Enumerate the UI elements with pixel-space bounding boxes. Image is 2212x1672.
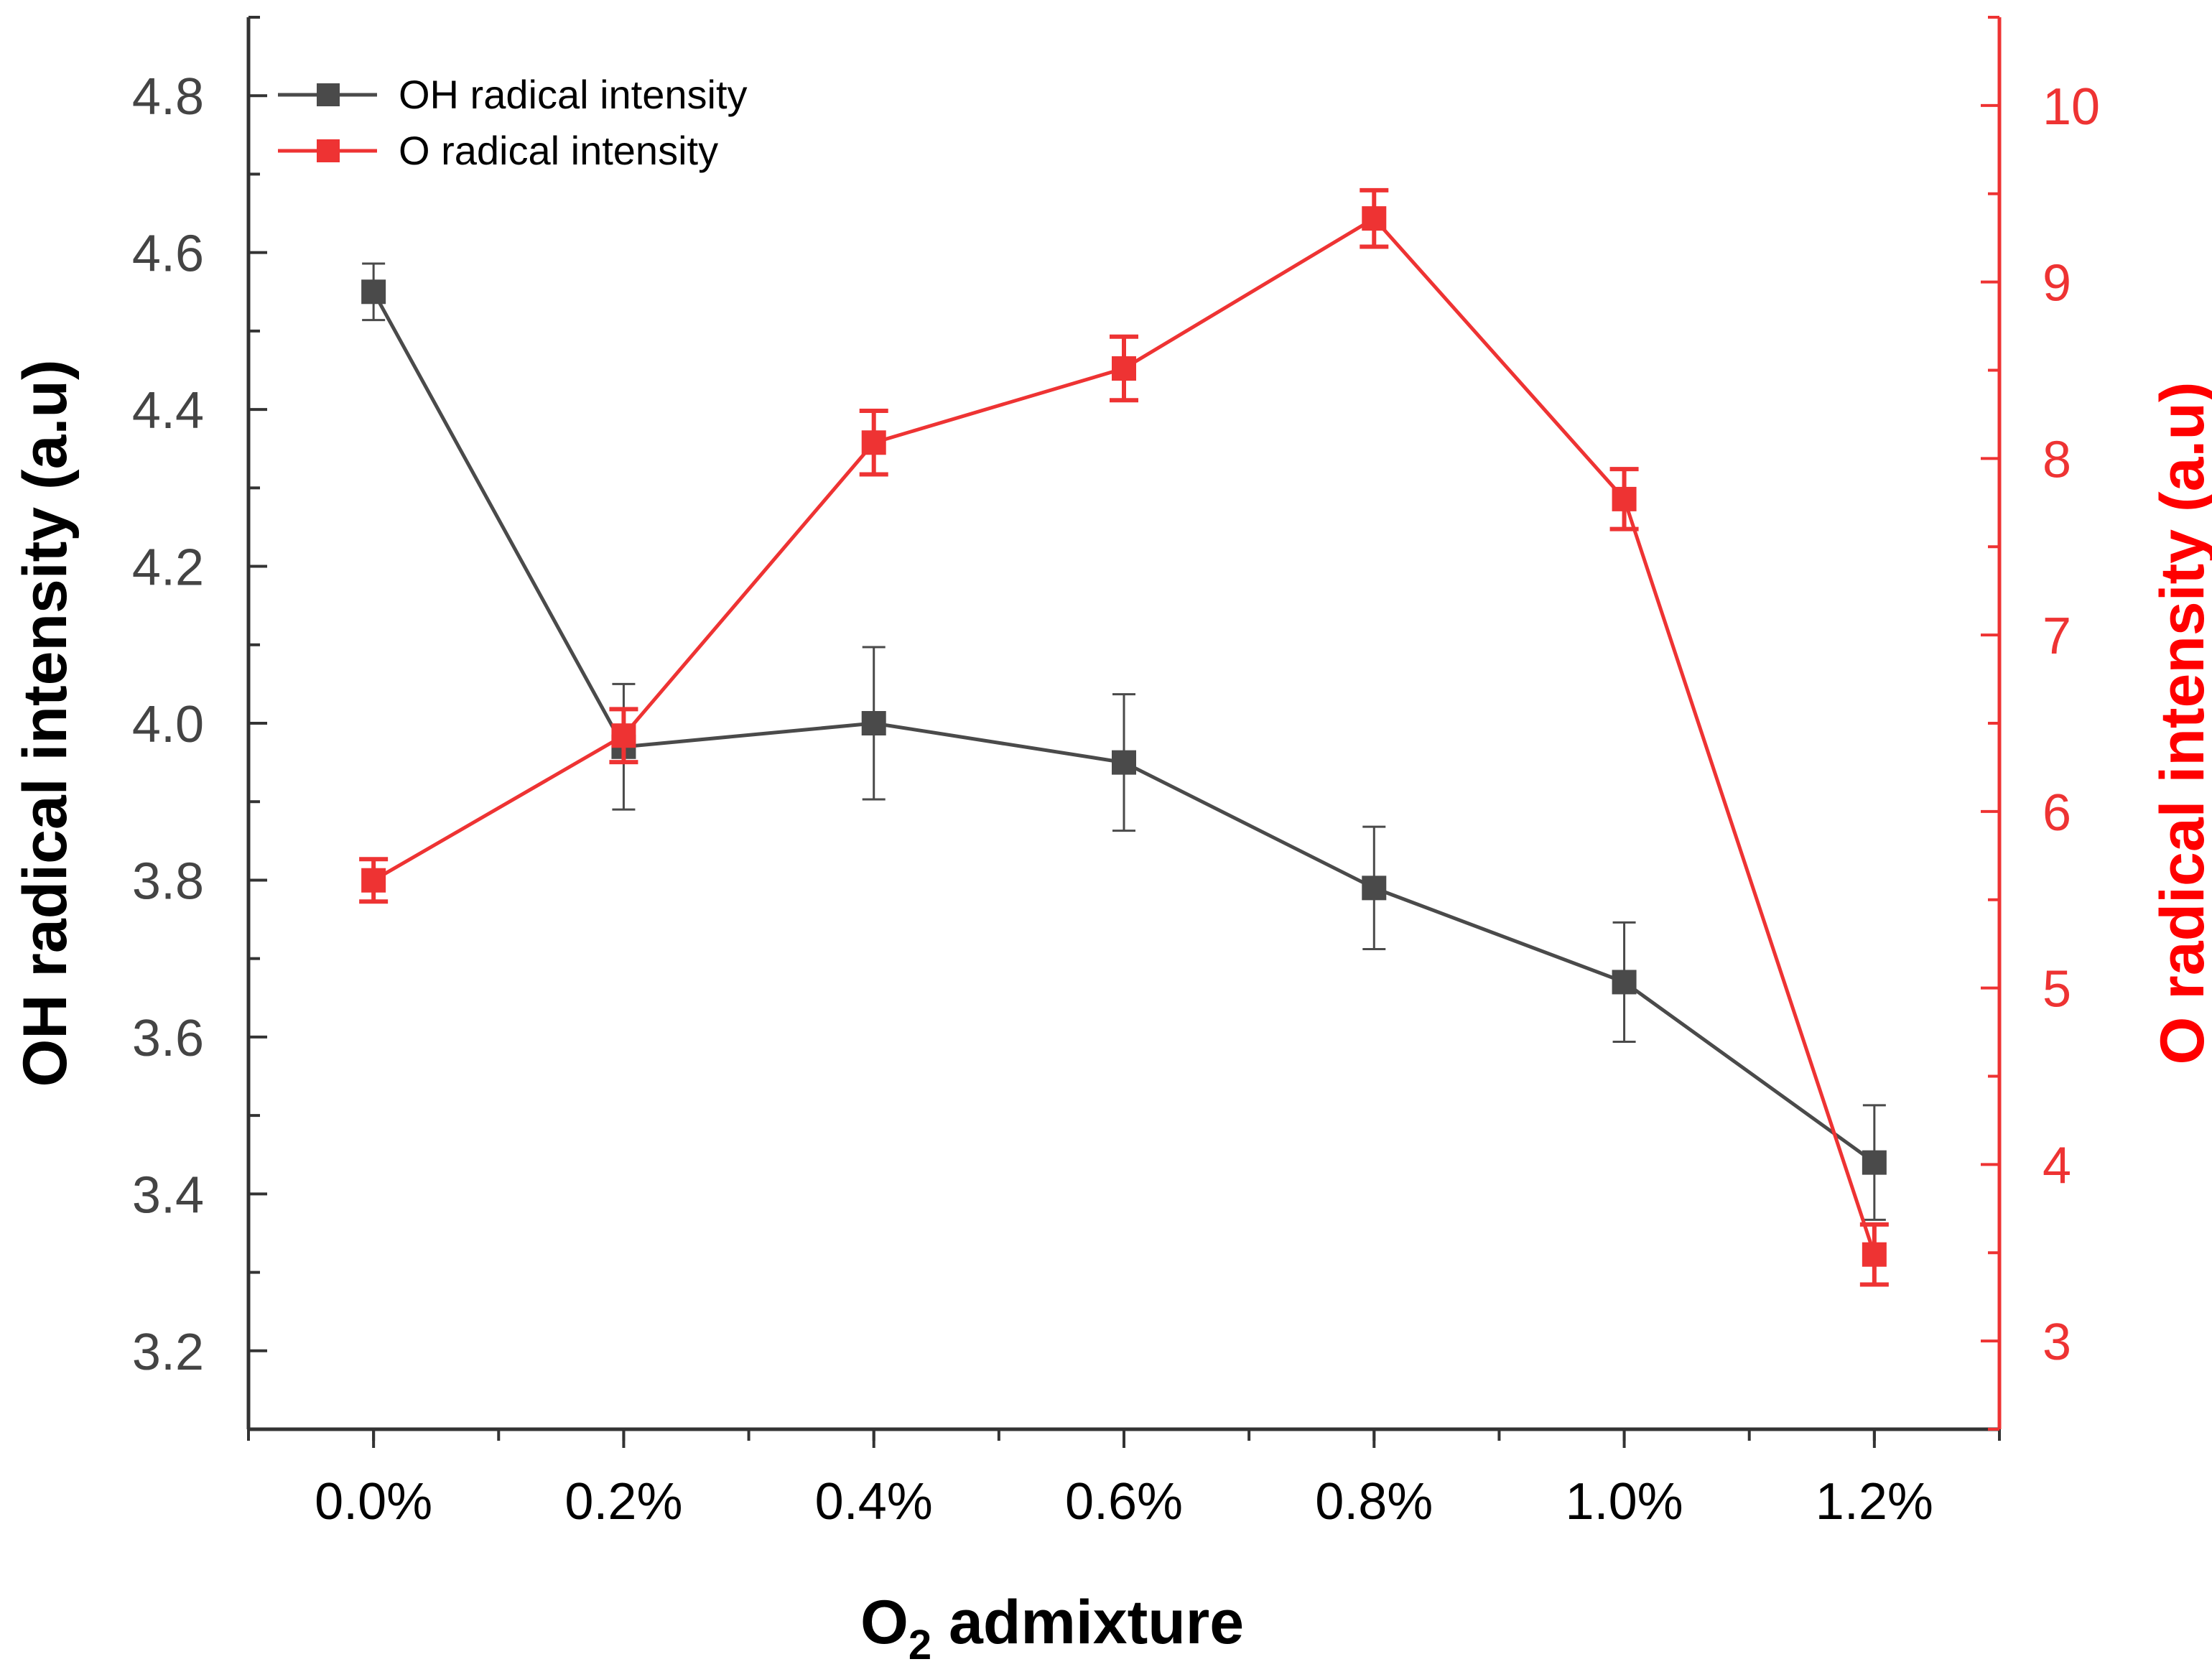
- x-axis: 0.0% 0.2% 0.4% 0.6% 0.8% 1.0% 1.2%: [247, 1427, 2001, 1531]
- x-tick-label: 1.2%: [1816, 1473, 1933, 1531]
- data-point-o: [1862, 1242, 1887, 1267]
- right-y-tick-label: 8: [2043, 431, 2071, 488]
- x-tick-label: 0.6%: [1065, 1473, 1183, 1531]
- x-tick-label: 0.4%: [815, 1473, 933, 1531]
- left-y-axis: 3.2 3.4 3.6 3.8 4.0 4.2 4.4 4.6 4.8: [132, 16, 267, 1431]
- legend-label-oh: OH radical intensity: [399, 72, 748, 117]
- x-axis-title-main: O: [860, 1588, 908, 1657]
- x-axis-title-rest: admixture: [931, 1588, 1244, 1657]
- x-axis-title-subscript: 2: [908, 1622, 931, 1668]
- left-y-tick-label: 3.6: [132, 1010, 204, 1067]
- x-axis-title: O2 admixture: [860, 1588, 1244, 1668]
- data-point-o: [861, 430, 886, 455]
- x-tick-label: 0.0%: [315, 1473, 432, 1531]
- data-point-o: [1612, 486, 1637, 511]
- data-point-oh: [1862, 1150, 1887, 1175]
- x-tick-label: 0.8%: [1315, 1473, 1433, 1531]
- data-point-oh: [861, 711, 886, 735]
- right-y-tick-label: 9: [2043, 255, 2071, 312]
- right-y-tick-label: 7: [2043, 608, 2071, 665]
- right-y-axis: 3 4 5 6 7 8 9 10: [1981, 16, 2100, 1431]
- left-y-tick-label: 4.2: [132, 539, 204, 597]
- series-lines: [359, 187, 1889, 1287]
- right-y-tick-label: 5: [2043, 961, 2071, 1018]
- right-y-tick-label: 4: [2043, 1137, 2071, 1194]
- data-point-oh: [1362, 876, 1387, 901]
- data-point-oh: [1612, 970, 1637, 995]
- left-y-tick-label: 3.8: [132, 853, 204, 910]
- x-tick-label: 1.0%: [1566, 1473, 1683, 1531]
- left-y-tick-label: 4.6: [132, 226, 204, 283]
- left-y-tick-label: 4.8: [132, 68, 204, 126]
- left-y-tick-label: 3.4: [132, 1166, 204, 1224]
- legend-marker-o: [317, 139, 340, 162]
- data-point-o: [1362, 206, 1387, 231]
- legend: OH radical intensity O radical intensity: [278, 72, 748, 173]
- legend-marker-oh: [317, 83, 340, 106]
- data-point-o: [1112, 356, 1136, 381]
- data-point-oh: [361, 279, 386, 305]
- left-y-tick-label: 3.2: [132, 1324, 204, 1381]
- data-point-o: [611, 723, 636, 748]
- left-y-tick-label: 4.4: [132, 382, 204, 440]
- data-point-oh: [1112, 750, 1136, 775]
- right-y-tick-label: 6: [2043, 784, 2071, 842]
- right-y-axis-title: O radical intensity (a.u): [2148, 382, 2212, 1065]
- x-tick-label: 0.2%: [564, 1473, 682, 1531]
- legend-label-o: O radical intensity: [399, 128, 718, 173]
- left-y-tick-label: 4.0: [132, 696, 204, 753]
- right-y-tick-label: 3: [2043, 1314, 2071, 1371]
- right-y-tick-label: 10: [2043, 78, 2100, 136]
- left-y-axis-title: OH radical intensity (a.u): [11, 359, 80, 1087]
- data-point-o: [361, 868, 386, 893]
